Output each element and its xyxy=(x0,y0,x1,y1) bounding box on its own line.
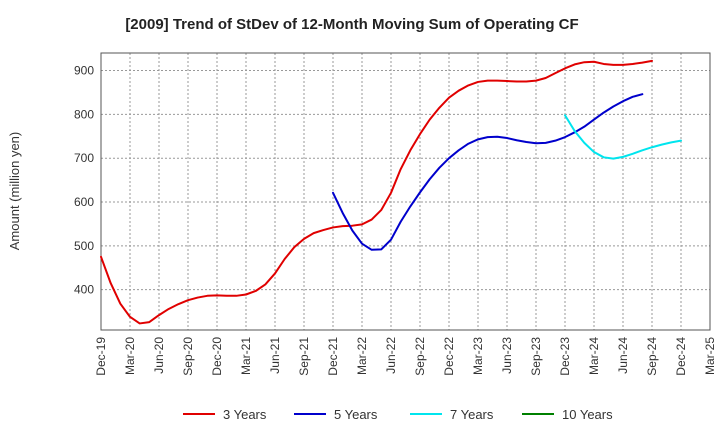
x-tick-label: Dec-20 xyxy=(210,337,224,376)
x-tick-label: Sep-24 xyxy=(645,337,659,376)
x-tick-label: Sep-20 xyxy=(181,337,195,376)
legend-label-7-years: 7 Years xyxy=(450,407,494,422)
x-tick-label: Mar-23 xyxy=(471,337,485,375)
x-tick-label: Sep-21 xyxy=(297,337,311,376)
x-tick-label: Sep-23 xyxy=(529,337,543,376)
x-tick-label: Dec-19 xyxy=(94,337,108,376)
legend-label-5-years: 5 Years xyxy=(334,407,378,422)
legend-label-3-years: 3 Years xyxy=(223,407,267,422)
x-tick-label: Mar-20 xyxy=(123,337,137,375)
y-axis: 400 500 600 700 800 900 xyxy=(74,64,94,297)
y-tick-label: 600 xyxy=(74,195,94,209)
x-tick-label: Dec-22 xyxy=(442,337,456,376)
x-tick-label: Jun-22 xyxy=(384,337,398,374)
series-line-3-years xyxy=(100,59,653,325)
y-tick-label: 800 xyxy=(74,107,94,121)
y-tick-label: 700 xyxy=(74,151,94,165)
x-tick-label: Mar-24 xyxy=(587,337,601,375)
x-tick-label: Jun-20 xyxy=(152,337,166,374)
y-tick-label: 900 xyxy=(74,64,94,78)
x-tick-label: Mar-21 xyxy=(239,337,253,375)
series-lines xyxy=(100,59,682,325)
legend-label-10-years: 10 Years xyxy=(562,407,613,422)
series-line-5-years xyxy=(332,93,644,251)
y-tick-label: 500 xyxy=(74,239,94,253)
plot-area xyxy=(100,52,711,331)
series-line-7-years xyxy=(564,114,682,160)
x-tick-label: Dec-23 xyxy=(558,337,572,376)
y-axis-label: Amount (million yen) xyxy=(7,132,22,251)
x-tick-label: Mar-22 xyxy=(355,337,369,375)
y-tick-label: 400 xyxy=(74,283,94,297)
legend: 3 Years 5 Years 7 Years 10 Years xyxy=(183,407,613,422)
x-axis: Dec-19 Mar-20 Jun-20 Sep-20 Dec-20 Mar-21 Jun-… xyxy=(94,337,717,376)
x-tick-label: Jun-21 xyxy=(268,337,282,374)
x-tick-label: Jun-23 xyxy=(500,337,514,374)
x-tick-label: Jun-24 xyxy=(616,337,630,374)
x-tick-label: Sep-22 xyxy=(413,337,427,376)
x-tick-label: Mar-25 xyxy=(703,337,717,375)
x-tick-label: Dec-24 xyxy=(674,337,688,376)
x-tick-label: Dec-21 xyxy=(326,337,340,376)
chart-title: [2009] Trend of StDev of 12-Month Moving… xyxy=(125,16,578,33)
grid xyxy=(101,53,710,330)
